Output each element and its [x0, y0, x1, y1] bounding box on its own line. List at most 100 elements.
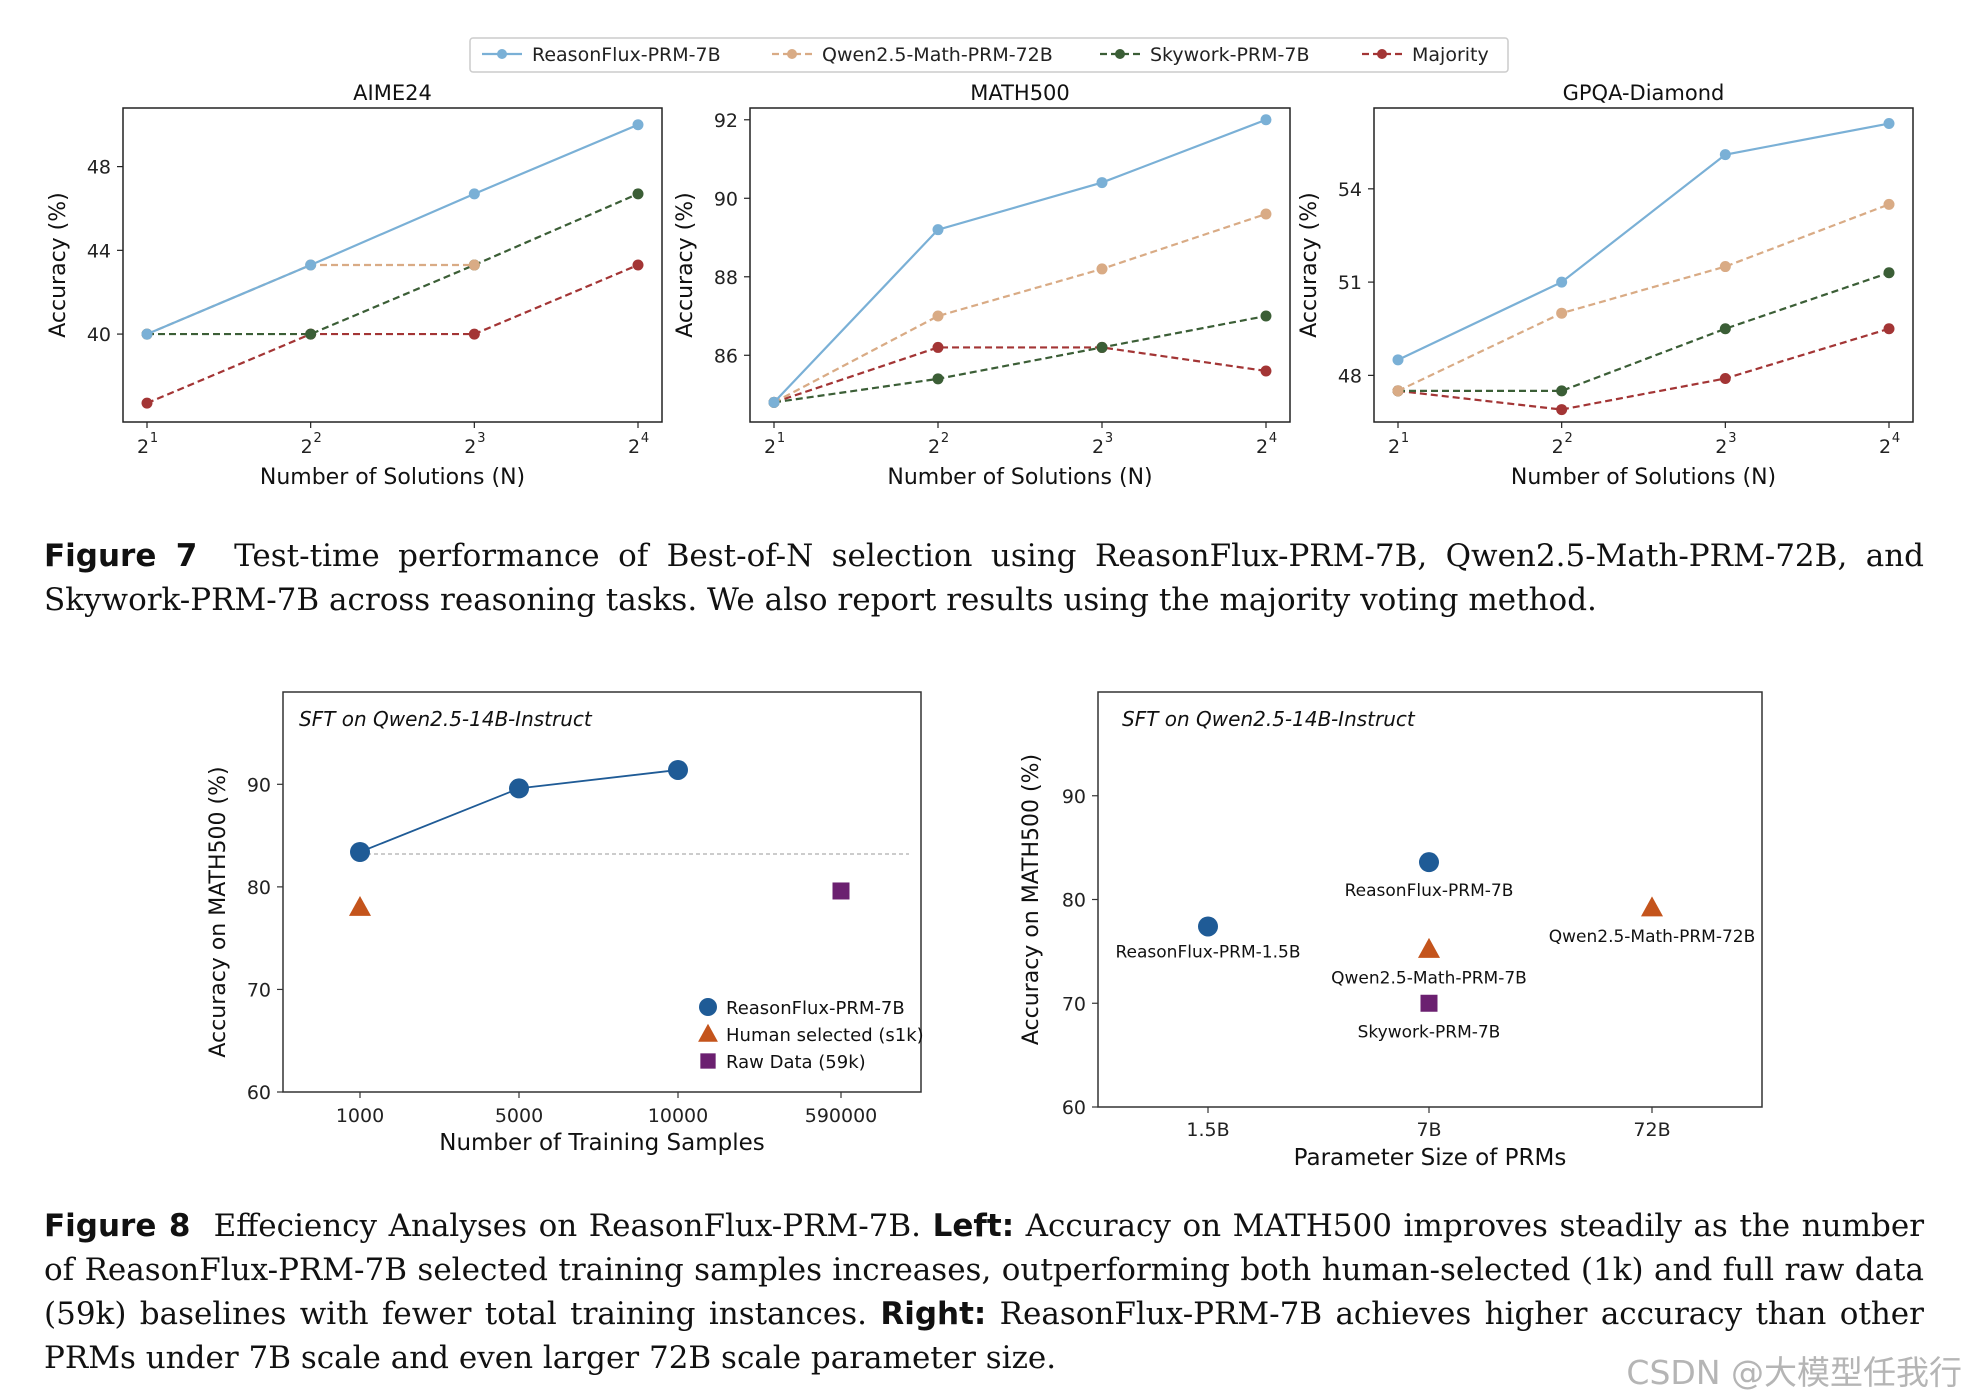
series-line-skywork-prm-7b [1398, 271, 1890, 393]
watermark-text: CSDN @大模型任我行 [1626, 1353, 1962, 1392]
figure-8-caption-part3: ReasonFlux-PRM-7B achieves higher accura… [44, 1296, 1924, 1376]
x-tick-exponent: 4 [641, 431, 649, 446]
x-tick-exponent: 4 [1892, 431, 1900, 446]
chart-title: MATH500 [970, 81, 1070, 105]
data-point-majority [932, 341, 944, 353]
legend-label-majority: Majority [1412, 44, 1489, 66]
data-point-skywork-prm-7b [305, 328, 317, 340]
legend-marker-reasonflux-prm-7b [497, 49, 507, 59]
data-point-skywork-prm-7b [932, 373, 944, 385]
series-line-skywork-prm-7b [147, 192, 639, 336]
x-tick-exponent: 2 [941, 431, 949, 446]
x-tick-exponent: 2 [1565, 431, 1573, 446]
figure-8-caption-part1: Effeciency Analyses on ReasonFlux-PRM-7B… [213, 1208, 922, 1244]
chart-annotation: SFT on Qwen2.5-14B-Instruct [1122, 707, 1416, 731]
y-tick-label: 90 [247, 774, 271, 796]
y-axis-label: Accuracy (%) [673, 192, 698, 338]
x-tick-label: 2 [464, 436, 476, 458]
y-tick-label: 80 [1062, 890, 1086, 912]
data-point-majority [632, 259, 644, 271]
data-point-reasonflux-prm-7b [1096, 177, 1108, 189]
data-point-reasonflux-prm-7b [632, 119, 644, 131]
y-tick-label: 80 [247, 877, 271, 899]
y-tick-label: 92 [714, 110, 738, 132]
data-point-reasonflux-prm-7b [1883, 118, 1895, 130]
x-tick-label: 2 [1715, 436, 1727, 458]
data-label-skywork-prm-7b: Skywork-PRM-7B [1358, 1022, 1501, 1042]
x-tick-exponent: 3 [477, 431, 485, 446]
x-tick-label: 2 [301, 436, 313, 458]
data-point-skywork-prm-7b [1883, 267, 1895, 279]
data-point-human-selected-s1k [348, 895, 372, 916]
legend-marker-reasonflux-prm-7b [699, 998, 717, 1016]
figure-7-legend: ReasonFlux-PRM-7B Qwen2.5-Math-PRM-72B Sky… [469, 37, 1509, 73]
y-axis-label: Accuracy on MATH500 (%) [206, 766, 231, 1057]
figure-7-chart-area: ReasonFlux-PRM-7B Qwen2.5-Math-PRM-72B Sky… [46, 37, 1914, 490]
data-point-qwen2-5-math-prm-72b [1719, 261, 1731, 273]
figure-8-left-label: Left: [932, 1208, 1015, 1244]
legend-label-reasonflux-prm-7b: ReasonFlux-PRM-7B [532, 44, 721, 66]
y-tick-label: 90 [714, 188, 738, 210]
y-tick-label: 88 [714, 267, 738, 289]
data-point-skywork-prm-7b [1260, 310, 1272, 322]
series-line-majority [146, 263, 639, 405]
x-tick-label: 1.5B [1186, 1119, 1229, 1141]
x-tick-label: 590000 [805, 1105, 878, 1127]
y-tick-label: 60 [1062, 1097, 1086, 1119]
x-tick-exponent: 4 [1269, 431, 1277, 446]
x-tick-label: 2 [1256, 436, 1268, 458]
data-point-qwen2-5-math-prm-72b [468, 259, 480, 271]
data-point-qwen2-5-math-prm-72b [1640, 896, 1664, 917]
data-point-majority [1556, 404, 1568, 416]
x-tick-exponent: 1 [777, 431, 785, 446]
x-tick-exponent: 1 [1401, 431, 1409, 446]
y-tick-label: 86 [714, 345, 738, 367]
legend-marker-qwen2-5-math-prm-72b [787, 49, 797, 59]
series-line-skywork-prm-7b [773, 314, 1267, 404]
legend-marker-skywork-prm-7b [1115, 49, 1125, 59]
x-axis-label: Parameter Size of PRMs [1294, 1145, 1567, 1171]
legend-marker-human-selected-s1k [698, 1023, 718, 1042]
data-label-qwen2-5-math-prm-72b: Qwen2.5-Math-PRM-72B [1549, 927, 1756, 947]
legend-frame [469, 37, 1509, 73]
x-tick-label: 7B [1416, 1119, 1441, 1141]
legend-label-raw-data-59k: Raw Data (59k) [726, 1052, 866, 1073]
legend-label-reasonflux-prm-7b: ReasonFlux-PRM-7B [726, 998, 905, 1019]
y-tick-label: 70 [1062, 993, 1086, 1015]
chart-annotation: SFT on Qwen2.5-14B-Instruct [299, 707, 593, 731]
series-line-qwen2-5-math-prm-72b [773, 212, 1267, 404]
data-point-reasonflux-prm-7b [509, 778, 529, 799]
x-tick-exponent: 2 [314, 431, 322, 446]
data-point-skywork-prm-7b [632, 188, 644, 200]
x-tick-exponent: 1 [150, 431, 158, 446]
x-tick-label: 2 [1092, 436, 1104, 458]
data-label-reasonflux-prm-1-5b: ReasonFlux-PRM-1.5B [1116, 942, 1301, 962]
y-axis-label: Accuracy on MATH500 (%) [1019, 754, 1044, 1045]
data-point-reasonflux-prm-7b [1392, 354, 1404, 366]
series-line-reasonflux-prm-7b [773, 118, 1267, 404]
data-point-reasonflux-prm-7b [768, 396, 780, 408]
y-tick-label: 40 [87, 324, 111, 346]
x-tick-label: 5000 [495, 1105, 543, 1127]
series-line-majority [1397, 327, 1890, 411]
series-line-majority [773, 346, 1267, 404]
figure-7-label: Figure 7 [44, 538, 198, 574]
data-point-majority [468, 328, 480, 340]
data-point-reasonflux-prm-7b [1556, 276, 1568, 288]
x-tick-label: 2 [628, 436, 640, 458]
x-axis-label: Number of Solutions (N) [1511, 465, 1776, 490]
legend-marker-majority [1377, 49, 1387, 59]
plot-frame [282, 691, 922, 1093]
series-line-reasonflux-prm-7b [1397, 122, 1890, 361]
series-line-reasonflux-prm-7b [146, 123, 639, 336]
y-tick-label: 60 [247, 1082, 271, 1104]
series-line-qwen2-5-math-prm-72b [1397, 203, 1890, 392]
data-point-skywork-prm-7b [1719, 323, 1731, 335]
data-point-majority [1260, 365, 1272, 377]
data-point-majority [141, 397, 153, 409]
x-tick-exponent: 3 [1105, 431, 1113, 446]
data-point-majority [1719, 372, 1731, 384]
y-axis-label: Accuracy (%) [1297, 192, 1322, 338]
